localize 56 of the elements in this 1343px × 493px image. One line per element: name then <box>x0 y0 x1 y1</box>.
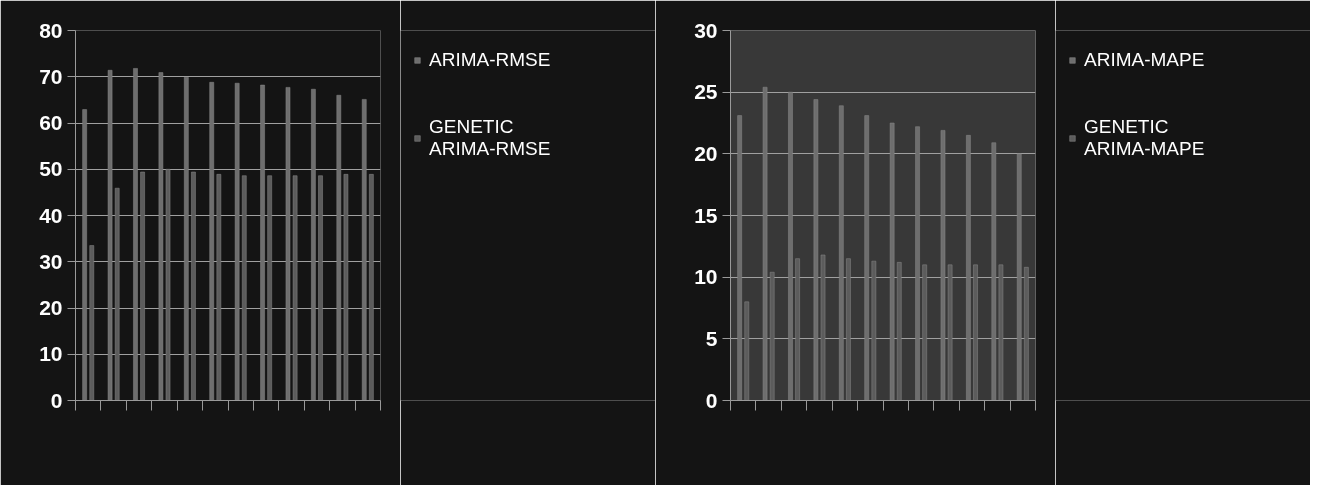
bar <box>140 171 145 401</box>
bar <box>191 171 196 401</box>
y-tick-label: 40 <box>39 203 63 227</box>
y-tick-label: 30 <box>39 249 63 273</box>
y-tick-label: 70 <box>39 64 63 88</box>
bar <box>889 122 895 401</box>
bar <box>966 135 971 401</box>
y-tick-label: 15 <box>694 203 718 227</box>
bar <box>184 76 189 401</box>
bar <box>1024 267 1029 401</box>
bar <box>241 175 247 401</box>
legend-label: GENETIC ARIMA-MAPE <box>1084 116 1205 160</box>
y-tick-label: 0 <box>705 388 718 412</box>
y-tick-label: 60 <box>39 111 63 134</box>
bar <box>311 88 316 401</box>
bar <box>769 271 775 401</box>
bar <box>82 109 87 401</box>
legend-label: GENETIC ARIMA-RMSE <box>429 116 551 160</box>
bar <box>864 115 870 401</box>
y-tick-label: 25 <box>694 80 718 104</box>
bar <box>369 174 374 401</box>
bar <box>737 115 742 401</box>
y-tick-label: 30 <box>694 18 718 42</box>
y-tick-label: 10 <box>39 342 63 366</box>
bar <box>795 258 800 401</box>
bar <box>114 187 120 401</box>
bar <box>234 82 240 401</box>
bar <box>915 126 920 401</box>
bar <box>89 245 95 401</box>
bar <box>871 260 877 401</box>
bar <box>361 99 367 401</box>
bar <box>896 262 902 401</box>
bar <box>267 175 272 401</box>
y-tick-label: 5 <box>705 326 718 350</box>
bar <box>839 105 844 401</box>
legend-label: ARIMA-MAPE <box>1084 49 1205 71</box>
bar <box>973 264 978 401</box>
bar <box>922 264 927 401</box>
bar <box>209 82 215 401</box>
bar <box>318 175 323 401</box>
bar <box>762 86 768 401</box>
y-tick-label: 20 <box>694 141 718 165</box>
y-tick-label: 50 <box>39 157 63 181</box>
bar <box>260 84 265 401</box>
y-tick-label: 20 <box>39 296 63 319</box>
bar <box>107 70 113 401</box>
bar <box>744 301 750 401</box>
legend-label: ARIMA-RMSE <box>429 49 551 71</box>
y-tick-label: 0 <box>50 388 63 412</box>
y-tick-label: 10 <box>694 265 718 289</box>
bar <box>216 174 222 401</box>
bar <box>788 91 793 401</box>
y-tick-label: 80 <box>39 18 63 42</box>
bar <box>133 68 138 401</box>
bar <box>846 258 851 401</box>
bar <box>1016 153 1022 401</box>
